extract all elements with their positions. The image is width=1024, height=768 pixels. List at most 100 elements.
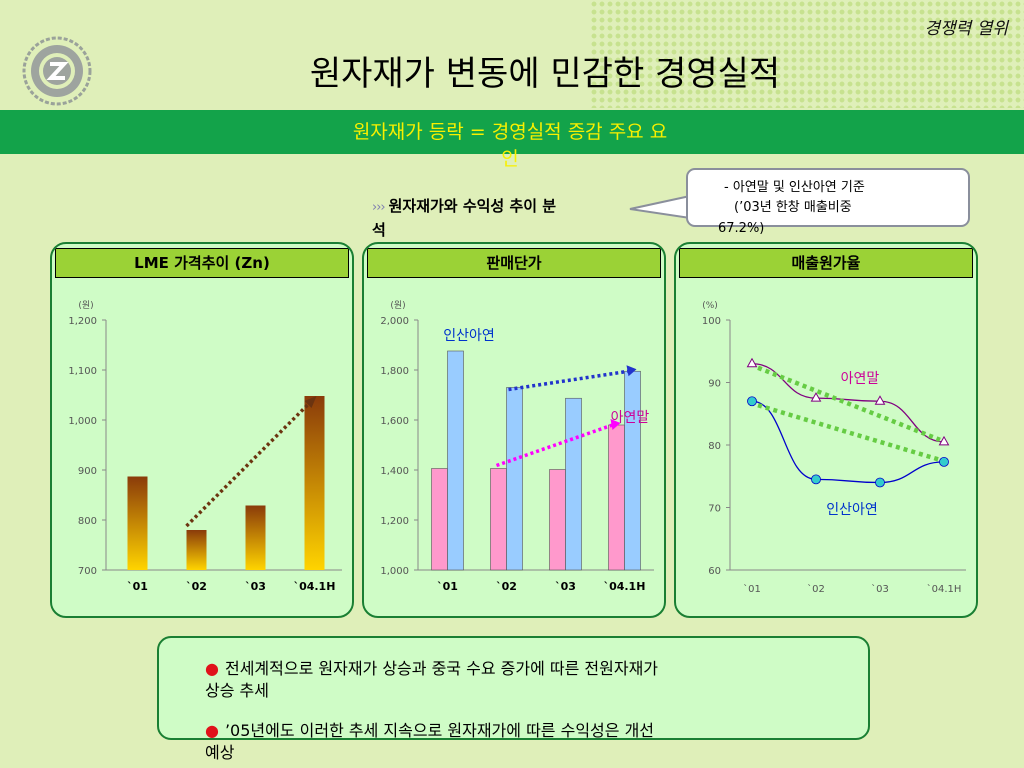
panel-sales-price: 판매단가 1,000 1,200 1,400 1,600 1,800 2,000 (원) `0… [362,242,666,618]
bar-zinc-phosphate [506,387,523,571]
bullet-dot-icon: ● [205,721,219,740]
bullet-1-line1: 전세계적으로 원자재가 상승과 중국 수요 증가에 따른 전원자재가 [224,659,659,678]
x-tick-label: `02 [807,583,825,595]
band-text: 원자재가 등락 = 경영실적 증감 주요 요 인 [270,119,750,173]
x-tick-label: `02 [496,580,517,593]
series-label-zinc-powder: 아연말 [611,410,650,426]
title-band [0,110,1024,154]
bar-zinc-powder [490,468,507,571]
series-label-zinc-phosphate: 인산아연 [443,328,495,344]
y-tick-label: 800 [78,516,97,527]
panel-title-cost: 매출원가율 [679,248,973,278]
bullet-item-2: ● ’05년에도 이러한 추세 지속으로 원자재가에 따른 수익성은 개선 예상 [205,720,835,764]
bar-zinc-phosphate [447,350,464,571]
x-tick-label: `03 [245,580,266,593]
y-tick-label: 1,200 [380,516,409,527]
decorative-dot-pattern [590,0,1024,108]
bullet-2-line1: ’05년에도 이러한 추세 지속으로 원자재가에 따른 수익성은 개선 [224,721,655,740]
trend-arrow-zinc-phosphate-head [626,365,637,377]
bullet-1-line2: 상승 추세 [205,681,269,700]
x-tick-label: `02 [186,580,207,593]
x-tick-label: `03 [555,580,576,593]
x-tick-label: `01 [743,583,761,595]
bar-lme [245,505,266,570]
callout-line1: - 아연말 및 인산아연 기준 [724,180,865,195]
y-tick-label: 100 [702,316,721,327]
y-tick-label: 1,200 [68,316,97,327]
x-tick-label: `01 [437,580,458,593]
panel-title-sales: 판매단가 [367,248,661,278]
callout-line2: (’03년 한창 매출비중 [734,200,852,215]
bar-zinc-phosphate [565,397,582,571]
panel-lme-price: LME 가격추이 (Zn) 700 800 900 1,000 1,100 1,200 (원… [50,242,354,618]
subhead-line2: 석 [372,221,386,239]
x-tick-label: `04.1H [604,580,646,593]
y-tick-label: 1,000 [68,416,97,427]
bullet-2-line2: 예상 [205,743,235,762]
subhead-line1: 원자재가와 수익성 추이 분 [388,197,557,215]
y-tick-label: 1,400 [380,466,409,477]
bar-zinc-powder [431,468,448,571]
marker-zinc-phosphate [939,456,949,467]
trend-arrow-zinc-phosphate [508,369,629,392]
y-tick-label: 1,800 [380,366,409,377]
x-tick-label: `01 [127,580,148,593]
trend-line-zinc-powder [757,365,941,442]
panel-title-lme: LME 가격추이 (Zn) [55,248,349,278]
y-tick-label: 80 [708,441,721,452]
y-tick-label: 1,600 [380,416,409,427]
y-axis-unit-label: (%) [702,301,718,311]
bullet-item-1: ● 전세계적으로 원자재가 상승과 중국 수요 증가에 따른 전원자재가 상승 추… [205,658,835,702]
y-tick-label: 1,100 [68,366,97,377]
trend-line-zinc-phosphate [757,403,941,463]
page-title: 원자재가 변동에 민감한 경영실적 [309,54,781,94]
line-zinc-powder [751,363,945,443]
x-tick-label: `03 [871,583,889,595]
band-text-line1: 원자재가 등락 = 경영실적 증감 주요 요 [352,121,668,143]
bar-zinc-powder [549,469,566,571]
line-zinc-phosphate [751,400,945,484]
bar-lme [304,396,325,570]
y-tick-label: 70 [708,504,721,515]
callout-pointer [629,194,692,220]
y-axis-unit-label: (원) [78,300,93,311]
y-tick-label: 700 [78,566,97,577]
y-tick-label: 1,000 [380,566,409,577]
y-axis-unit-label: (원) [390,300,405,311]
tagline: 경쟁력 열위 [924,19,1008,39]
y-tick-label: 2,000 [380,316,409,327]
x-tick-label: `04.1H [294,580,336,593]
chart-sales-price: 1,000 1,200 1,400 1,600 1,800 2,000 (원) `01 `02 `… [380,300,654,593]
marker-zinc-powder [810,392,822,402]
callout-line3: 67.2%) [718,221,765,236]
chart-lme-price: 700 800 900 1,000 1,100 1,200 (원) `01 `02 `03 `04.… [68,300,342,593]
y-tick-label: 60 [708,566,721,577]
bar-lme [127,476,148,570]
trend-arrow-zinc-powder [495,423,614,468]
marker-zinc-phosphate [747,396,757,407]
marker-zinc-phosphate [811,474,821,485]
marker-zinc-phosphate [875,477,885,488]
series-label-zinc-phosphate: 인산아연 [826,502,878,518]
trend-arrowhead-lme [304,396,317,408]
marker-zinc-powder [746,357,758,368]
bar-lme [186,530,207,570]
marker-zinc-powder [938,435,950,446]
marker-zinc-powder [874,395,886,405]
y-tick-label: 90 [708,379,721,390]
y-tick-label: 900 [78,466,97,477]
series-label-zinc-powder: 아연말 [841,371,880,387]
triple-arrow-icon: ››› [372,200,386,215]
summary-box: ● 전세계적으로 원자재가 상승과 중국 수요 증가에 따른 전원자재가 상승 추… [157,636,870,762]
x-tick-label: `04.1H [927,583,962,595]
callout-box: - 아연말 및 인산아연 기준 (’03년 한창 매출비중 67.2%) [686,168,970,236]
section-subhead: ››› 원자재가와 수익성 추이 분 석 [372,195,637,242]
company-logo-icon [22,36,92,106]
band-text-line2: 인 [501,148,519,170]
bar-zinc-powder [608,424,625,571]
trend-arrow-zinc-powder-head [610,419,621,430]
bullet-dot-icon: ● [205,659,219,678]
bar-zinc-phosphate [624,370,641,571]
